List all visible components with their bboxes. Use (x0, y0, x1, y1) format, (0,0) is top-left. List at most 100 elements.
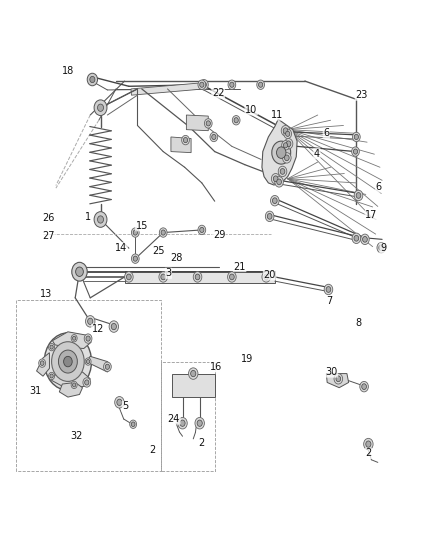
Circle shape (360, 234, 369, 245)
Circle shape (212, 134, 216, 140)
Text: 4: 4 (314, 149, 320, 159)
Circle shape (354, 236, 359, 241)
Text: 7: 7 (327, 296, 333, 306)
Text: 2: 2 (365, 448, 371, 458)
Circle shape (228, 272, 236, 282)
Circle shape (50, 345, 53, 349)
Circle shape (85, 380, 89, 385)
Circle shape (109, 321, 119, 332)
Circle shape (363, 237, 367, 242)
Circle shape (159, 272, 167, 282)
Circle shape (278, 166, 287, 176)
Circle shape (103, 362, 111, 372)
Circle shape (272, 198, 277, 204)
Circle shape (362, 384, 367, 390)
Text: 6: 6 (376, 182, 382, 192)
Text: 18: 18 (62, 66, 74, 76)
Text: 22: 22 (212, 88, 224, 98)
Circle shape (131, 228, 139, 237)
Circle shape (200, 82, 204, 87)
Circle shape (258, 82, 263, 87)
Circle shape (283, 152, 291, 163)
Circle shape (364, 438, 373, 450)
Circle shape (71, 381, 77, 389)
Circle shape (117, 399, 122, 406)
Circle shape (198, 80, 206, 90)
Circle shape (379, 245, 384, 251)
Text: 10: 10 (245, 105, 257, 115)
Circle shape (286, 131, 290, 136)
Circle shape (127, 274, 131, 280)
Text: 9: 9 (380, 243, 386, 253)
Circle shape (271, 196, 279, 206)
Circle shape (40, 361, 44, 366)
Circle shape (161, 274, 166, 280)
Text: 2: 2 (198, 438, 204, 448)
Circle shape (131, 254, 139, 263)
Circle shape (283, 128, 288, 134)
Circle shape (72, 262, 87, 281)
Circle shape (272, 174, 280, 184)
Circle shape (352, 233, 360, 244)
Circle shape (73, 383, 76, 387)
Text: 16: 16 (210, 362, 222, 372)
Text: 24: 24 (168, 414, 180, 424)
Circle shape (184, 138, 187, 143)
Polygon shape (52, 372, 90, 389)
Circle shape (377, 243, 385, 253)
Circle shape (87, 73, 98, 86)
Circle shape (336, 376, 341, 382)
Circle shape (197, 420, 202, 426)
Text: 5: 5 (122, 401, 128, 411)
Text: 14: 14 (115, 243, 127, 253)
Circle shape (49, 343, 55, 351)
Circle shape (273, 176, 278, 182)
Text: 12: 12 (92, 324, 104, 334)
Polygon shape (59, 383, 82, 397)
Circle shape (352, 147, 359, 156)
Circle shape (85, 316, 95, 327)
Circle shape (85, 358, 91, 365)
Circle shape (49, 373, 55, 379)
Circle shape (94, 212, 107, 228)
Text: 32: 32 (71, 431, 83, 441)
Text: 21: 21 (233, 262, 246, 271)
Circle shape (262, 272, 271, 282)
Circle shape (257, 80, 265, 90)
Circle shape (200, 79, 208, 90)
Circle shape (326, 287, 331, 293)
Text: 28: 28 (170, 253, 182, 263)
Circle shape (52, 342, 84, 382)
Circle shape (366, 441, 371, 447)
Circle shape (195, 274, 200, 280)
Circle shape (73, 336, 76, 340)
Circle shape (324, 284, 333, 295)
Circle shape (284, 139, 293, 149)
Polygon shape (262, 119, 297, 185)
Circle shape (76, 267, 83, 277)
Circle shape (353, 132, 360, 142)
Circle shape (210, 132, 218, 142)
Circle shape (272, 141, 291, 164)
Circle shape (267, 214, 272, 219)
Circle shape (230, 82, 234, 87)
Text: 15: 15 (135, 221, 148, 231)
Text: 29: 29 (213, 230, 225, 240)
Text: 23: 23 (355, 90, 367, 100)
Circle shape (356, 192, 361, 198)
Circle shape (286, 141, 291, 147)
Circle shape (98, 216, 103, 223)
Circle shape (86, 360, 90, 364)
Circle shape (50, 374, 53, 378)
Circle shape (234, 118, 238, 123)
Circle shape (354, 190, 363, 201)
Circle shape (277, 179, 282, 185)
Circle shape (58, 350, 78, 373)
Circle shape (39, 359, 46, 367)
Polygon shape (131, 83, 205, 95)
Circle shape (188, 368, 198, 379)
Circle shape (206, 121, 210, 126)
Circle shape (232, 116, 240, 125)
Circle shape (44, 333, 92, 390)
Text: 27: 27 (42, 231, 54, 241)
